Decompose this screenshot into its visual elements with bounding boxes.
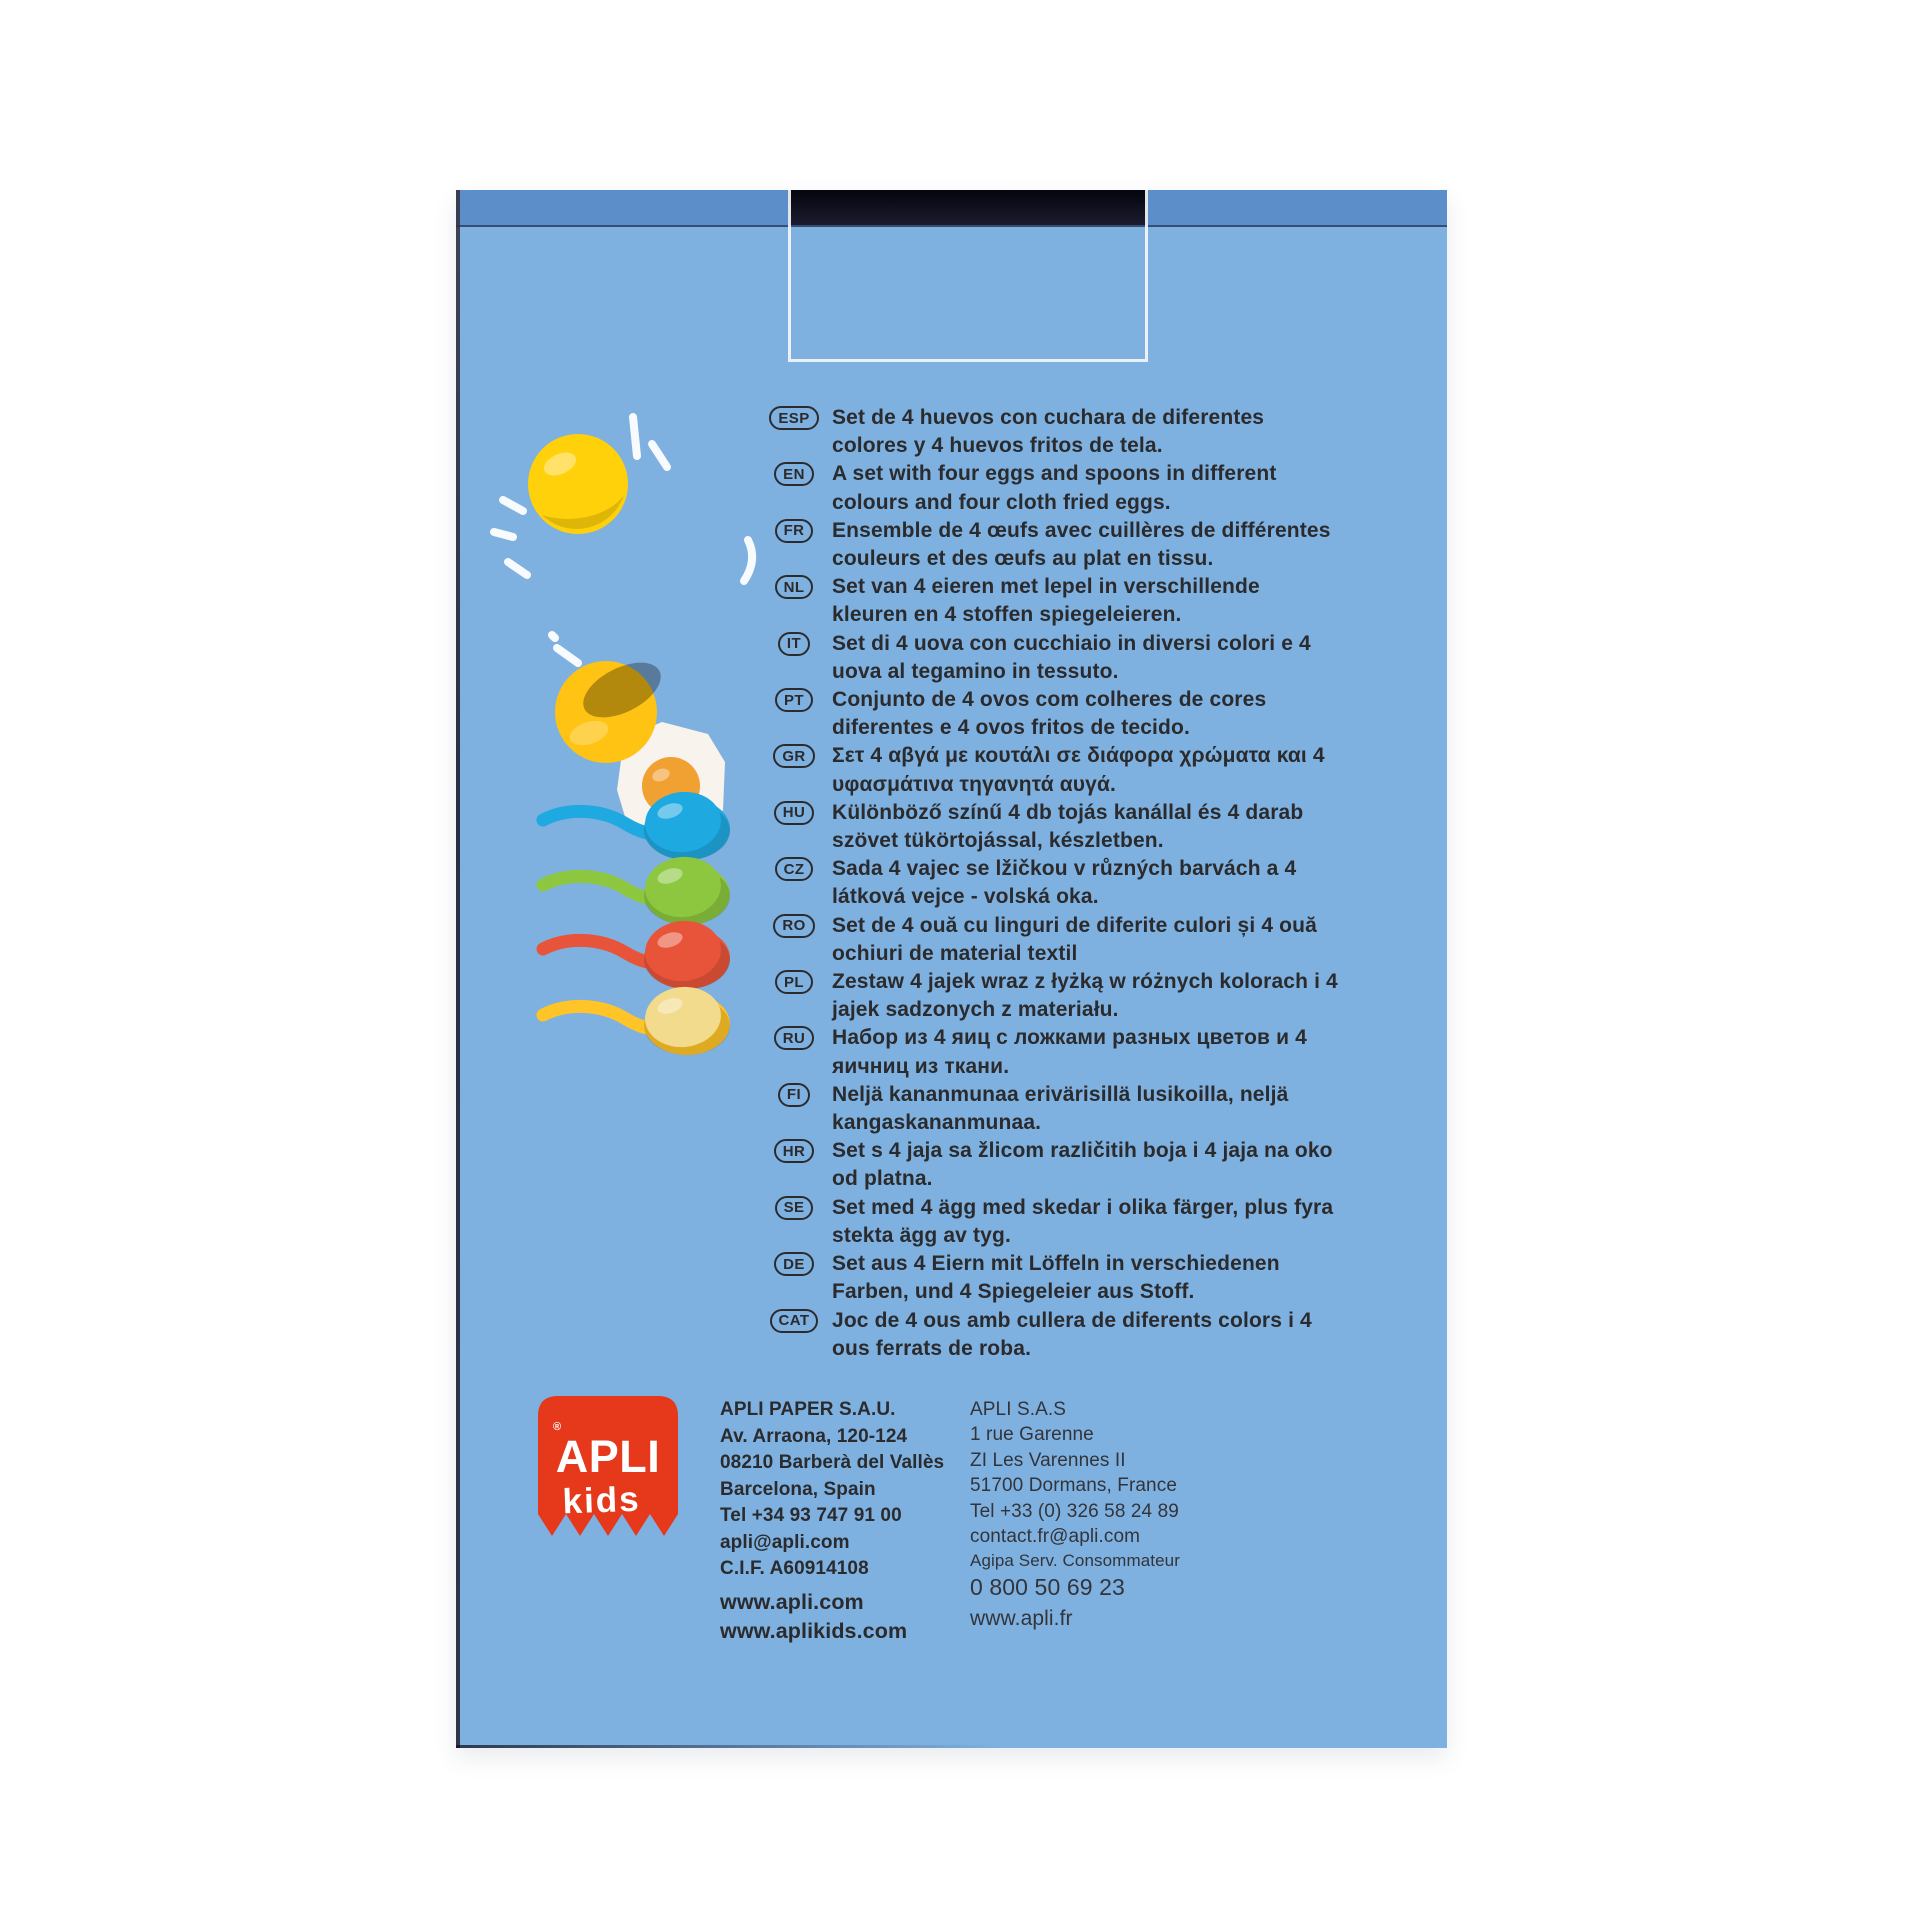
lang-text-hr: Set s 4 jaja sa žlicom različitih boja i…	[832, 1139, 1333, 1191]
france-company-name: APLI S.A.S	[970, 1399, 1067, 1420]
lang-badge-en: EN	[774, 462, 814, 487]
apli-kids-logo: ® APLI kids	[538, 1396, 678, 1548]
lang-text-en: A set with four eggs and spoons in diffe…	[832, 462, 1277, 514]
spoon-with-egg-red-icon	[536, 920, 730, 989]
language-entry-ro: RO Set de 4 ouă cu linguri de diferite c…	[756, 912, 1426, 968]
apli-kids-logo-badge: ® APLI kids	[538, 1396, 678, 1536]
box-top-flap-dark-gap	[788, 190, 1148, 225]
france-address-line: 51700 Dormans, France	[970, 1475, 1177, 1497]
lang-badge-pt: PT	[775, 688, 813, 713]
france-address-line: ZI Les Varennes II	[970, 1449, 1126, 1471]
box-bottom-edge	[456, 1745, 1002, 1748]
lang-badge-cz: CZ	[774, 857, 814, 882]
language-entry-cat: CAT Joc de 4 ous amb cullera de diferent…	[756, 1307, 1426, 1363]
consumer-service-phone: 0 800 50 69 23	[970, 1574, 1125, 1601]
website-apli: www.apli.com	[720, 1589, 864, 1614]
website-aplikids: www.aplikids.com	[720, 1618, 908, 1643]
spoon-with-egg-green-icon	[536, 856, 730, 925]
spain-phone: Tel +34 93 747 91 00	[720, 1505, 902, 1526]
language-entry-nl: NL Set van 4 eieren met lepel in verschi…	[756, 573, 1426, 629]
lang-badge-se: SE	[774, 1195, 814, 1220]
language-entry-de: DE Set aus 4 Eiern mit Löffeln in versch…	[756, 1250, 1426, 1306]
consumer-service-label: Agipa Serv. Consommateur	[970, 1551, 1180, 1571]
france-email: contact.fr@apli.com	[970, 1526, 1141, 1548]
product-illustrations	[490, 413, 757, 1055]
language-entry-fr: FR Ensemble de 4 œufs avec cuillères de …	[756, 517, 1426, 573]
language-entry-fi: FI Neljä kananmunaa erivärisillä lusikoi…	[756, 1081, 1426, 1137]
lang-badge-hr: HR	[773, 1139, 815, 1164]
spain-office-address: APLI PAPER S.A.U. Av. Arraona, 120-124 0…	[720, 1397, 944, 1646]
lang-text-se: Set med 4 ägg med skedar i olika färger,…	[832, 1195, 1334, 1247]
lang-text-fr: Ensemble de 4 œufs avec cuillères de dif…	[832, 518, 1331, 571]
tuck-flap-outline	[788, 190, 1148, 362]
spain-company-name: APLI PAPER S.A.U.	[720, 1399, 896, 1420]
language-entry-pl: PL Zestaw 4 jajek wraz z łyżką w różnych…	[756, 968, 1426, 1024]
logo-sub-text: kids	[562, 1480, 641, 1522]
lang-badge-gr: GR	[773, 744, 815, 769]
lang-text-ru: Набор из 4 яиц с ложками разных цветов и…	[832, 1026, 1307, 1078]
yellow-egg-icon	[528, 434, 628, 534]
lang-badge-it: IT	[777, 631, 811, 656]
lang-badge-esp: ESP	[769, 406, 819, 430]
lang-badge-nl: NL	[774, 575, 814, 600]
lang-badge-fi: FI	[777, 1082, 811, 1107]
lang-text-ro: Set de 4 ouă cu linguri de diferite culo…	[832, 913, 1317, 965]
lang-badge-hu: HU	[773, 800, 815, 825]
registered-mark: ®	[553, 1421, 561, 1433]
lang-text-pl: Zestaw 4 jajek wraz z łyżką w różnych ko…	[832, 970, 1338, 1022]
language-entry-esp: ESP Set de 4 huevos con cuchara de difer…	[756, 404, 1426, 460]
website-apli-fr: www.apli.fr	[970, 1607, 1073, 1631]
spain-address-line: 08210 Barberà del Vallès	[720, 1452, 945, 1473]
lang-text-hu: Különböző színű 4 db tojás kanállal és 4…	[832, 800, 1304, 853]
language-entry-hu: HU Különböző színű 4 db tojás kanállal é…	[756, 799, 1426, 855]
spain-email: apli@apli.com	[720, 1531, 850, 1553]
language-entry-it: IT Set di 4 uova con cucchiaio in divers…	[756, 630, 1426, 686]
language-entry-cz: CZ Sada 4 vajec se lžičkou v různých bar…	[756, 855, 1426, 911]
spain-cif: C.I.F. A60914108	[720, 1558, 869, 1579]
lang-badge-ru: RU	[773, 1026, 815, 1051]
lang-text-gr: Σετ 4 αβγά με κουτάλι σε διάφορα χρώματα…	[832, 744, 1325, 796]
france-phone: Tel +33 (0) 326 58 24 89	[970, 1500, 1179, 1522]
lang-badge-pl: PL	[775, 970, 813, 995]
lang-text-esp: Set de 4 huevos con cuchara de diferente…	[832, 406, 1265, 458]
product-box-back: ESP Set de 4 huevos con cuchara de difer…	[456, 190, 1447, 1748]
lang-text-de: Set aus 4 Eiern mit Löffeln in verschied…	[832, 1252, 1280, 1304]
lang-text-pt: Conjunto de 4 ovos com colheres de cores…	[832, 688, 1267, 740]
egg-cup-icon	[555, 661, 661, 763]
france-office-address: APLI S.A.S 1 rue Garenne ZI Les Varennes…	[970, 1397, 1180, 1632]
spoon-with-egg-yellow-icon	[536, 986, 730, 1055]
lang-badge-cat: CAT	[769, 1308, 819, 1333]
language-entry-se: SE Set med 4 ägg med skedar i olika färg…	[756, 1194, 1426, 1250]
lang-badge-de: DE	[774, 1252, 814, 1277]
lang-text-cat: Joc de 4 ous amb cullera de diferents co…	[832, 1308, 1312, 1360]
lang-text-fi: Neljä kananmunaa erivärisillä lusikoilla…	[832, 1082, 1289, 1135]
language-entry-gr: GR Σετ 4 αβγά με κουτάλι σε διάφορα χρώμ…	[756, 742, 1426, 798]
sparkle-lines-icon	[490, 413, 757, 667]
spoon-with-egg-blue-icon	[536, 791, 730, 860]
language-entry-hr: HR Set s 4 jaja sa žlicom različitih boj…	[756, 1137, 1426, 1193]
france-address-line: 1 rue Garenne	[970, 1424, 1094, 1446]
lang-text-cz: Sada 4 vajec se lžičkou v různých barvác…	[832, 857, 1297, 909]
language-entry-en: EN A set with four eggs and spoons in di…	[756, 460, 1426, 516]
logo-brand-text: APLI	[556, 1431, 661, 1482]
spain-address-line: Barcelona, Spain	[720, 1478, 876, 1500]
language-entry-ru: RU Набор из 4 яиц с ложками разных цвето…	[756, 1024, 1426, 1080]
lang-badge-fr: FR	[774, 518, 814, 543]
language-entry-pt: PT Conjunto de 4 ovos com colheres de co…	[756, 686, 1426, 742]
box-left-edge	[456, 190, 460, 1748]
lang-text-nl: Set van 4 eieren met lepel in verschille…	[832, 575, 1260, 627]
language-descriptions: ESP Set de 4 huevos con cuchara de difer…	[756, 404, 1426, 1363]
lang-text-it: Set di 4 uova con cucchiaio in diversi c…	[832, 631, 1311, 683]
box-top-flap-edge	[456, 190, 1447, 227]
spain-address-line: Av. Arraona, 120-124	[720, 1425, 908, 1447]
lang-badge-ro: RO	[773, 913, 815, 938]
